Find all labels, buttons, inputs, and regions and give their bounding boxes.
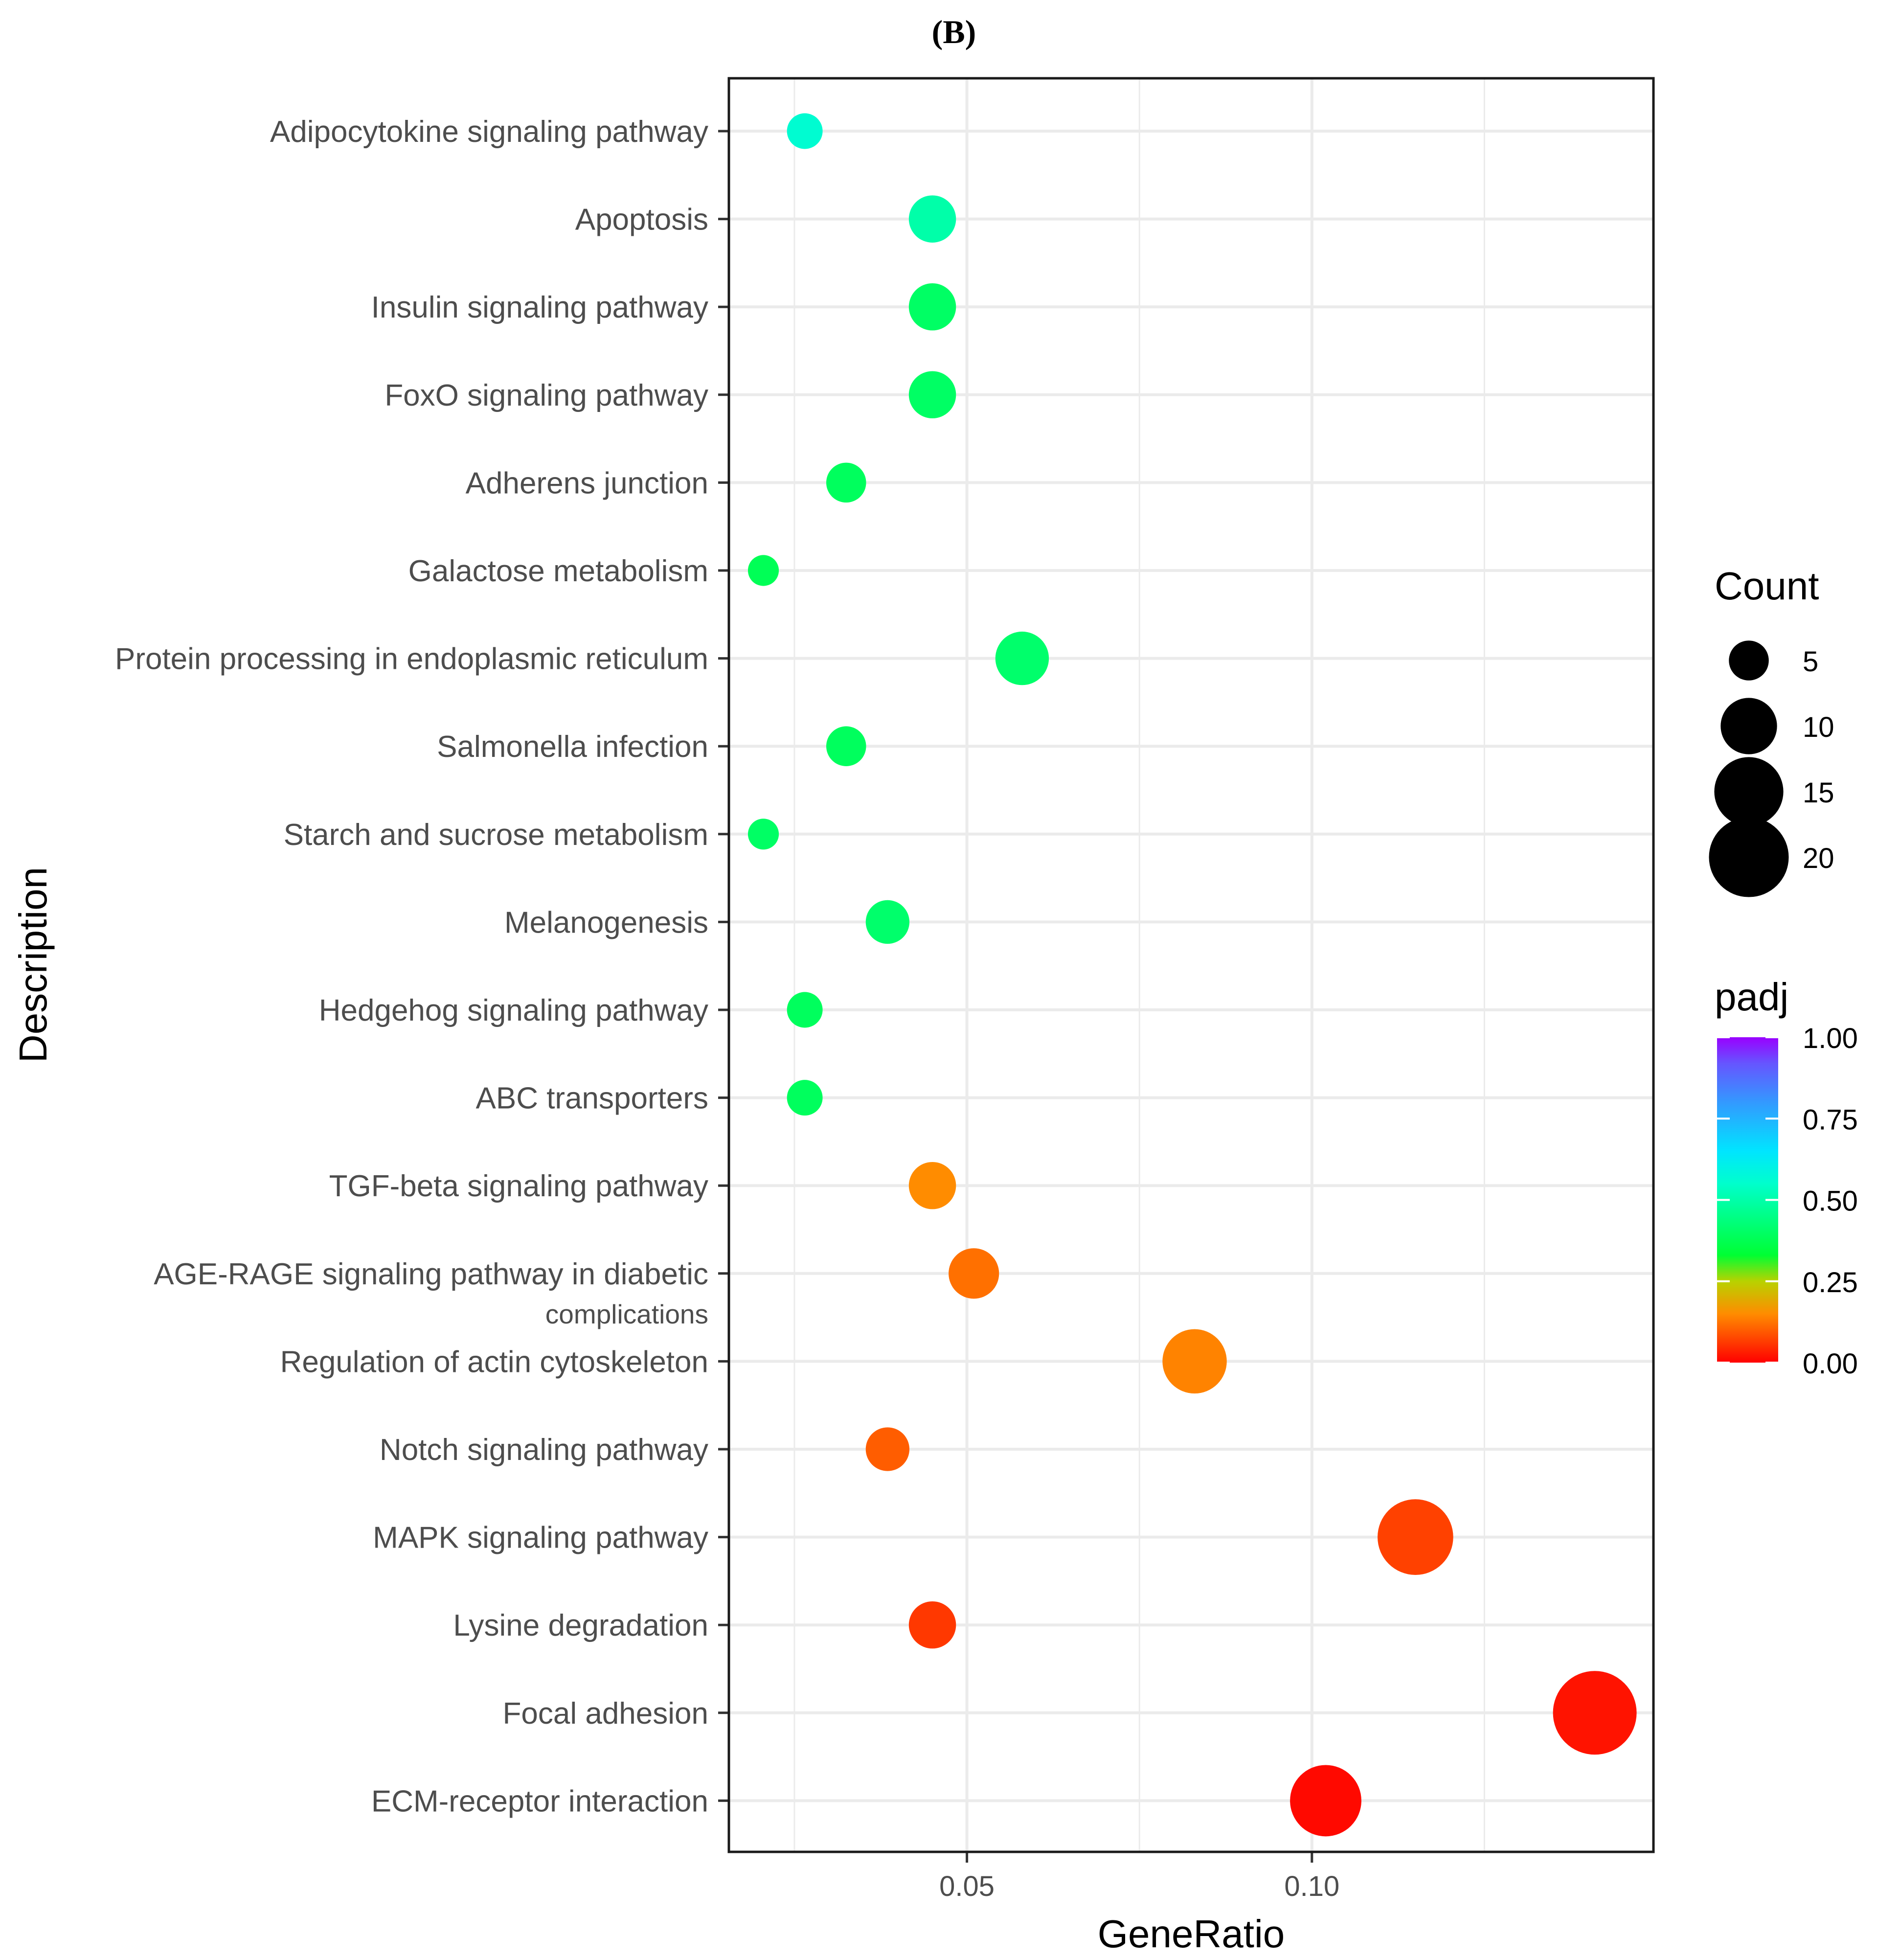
y-tick-label: ABC transporters [475,1082,708,1116]
y-tick-label-continued: complications [545,1299,708,1329]
y-tick-label: Adipocytokine signaling pathway [270,115,708,149]
data-point [908,1601,956,1649]
colorbar-tick-label: 0.00 [1803,1348,1858,1380]
y-tick-label: Apoptosis [575,203,708,237]
y-tick-label: Lysine degradation [453,1609,708,1642]
count-legend: Count 5 10 15 20 [1709,564,1834,897]
count-legend-label: 15 [1803,777,1834,809]
padj-legend-title: padj [1715,975,1788,1019]
y-tick-label: Salmonella infection [437,730,708,764]
colorbar-tick-label: 1.00 [1803,1023,1858,1054]
colorbar-tick-label: 0.75 [1803,1104,1858,1136]
data-point [865,1427,910,1471]
colorbar-tick-label: 0.50 [1803,1185,1858,1217]
y-tick-label: Hedgehog signaling pathway [319,994,708,1027]
y-tick-label: Melanogenesis [504,906,708,939]
data-point [865,900,910,944]
x-tick-label: 0.05 [939,1870,995,1902]
y-axis-ticks [718,130,729,1802]
grid-lines [729,78,1653,1852]
data-point [747,555,779,586]
count-legend-title: Count [1715,564,1819,608]
data-points [747,113,1637,1837]
data-point [1290,1765,1361,1837]
count-legend-dot [1709,817,1789,897]
y-axis-labels: Adipocytokine signaling pathway Apoptosis… [115,115,708,1818]
y-tick-label: Regulation of actin cytoskeleton [280,1345,708,1379]
data-point [787,113,823,149]
y-tick-label: Focal adhesion [503,1697,709,1731]
plot-panel-border [727,77,1655,1853]
data-point [908,283,956,331]
y-tick-label: Adherens junction [466,466,708,500]
data-point [908,1162,956,1209]
data-point [787,992,823,1028]
count-legend-label: 10 [1803,711,1834,743]
y-tick-label: ECM-receptor interaction [371,1784,708,1818]
data-point [908,371,956,419]
y-tick-label: AGE-RAGE signaling pathway in diabetic [154,1257,708,1291]
panel-label: (B) [932,13,976,50]
y-tick-label: Protein processing in endoplasmic reticu… [115,642,708,676]
data-point [826,726,866,766]
count-legend-label: 20 [1803,843,1834,874]
y-tick-label: MAPK signaling pathway [373,1521,708,1555]
data-point [826,462,866,503]
data-point [1378,1499,1453,1575]
data-point [1553,1671,1637,1755]
count-legend-label: 5 [1803,646,1818,678]
data-point [908,195,956,243]
y-tick-label: Insulin signaling pathway [371,291,708,324]
data-point [995,631,1049,685]
data-point [747,819,779,850]
count-legend-dot [1714,757,1784,826]
y-tick-label: Notch signaling pathway [380,1433,708,1467]
y-axis-title: Description [11,867,55,1063]
data-point [949,1248,999,1299]
y-tick-label: FoxO signaling pathway [384,379,708,412]
data-point [787,1080,823,1116]
data-point [1162,1329,1227,1394]
count-legend-dot [1729,640,1769,681]
x-axis-title: GeneRatio [1098,1912,1285,1956]
y-tick-label: Galactose metabolism [408,554,708,588]
padj-legend: padj 1.00 0.75 0.50 0.25 0.00 [1715,975,1858,1380]
x-axis-ticks: 0.05 0.10 [939,1852,1339,1902]
x-tick-label: 0.10 [1284,1870,1339,1902]
y-tick-label: Starch and sucrose metabolism [284,818,708,852]
colorbar-tick-label: 0.25 [1803,1267,1858,1299]
count-legend-dot [1720,698,1777,754]
y-tick-label: TGF-beta signaling pathway [329,1169,708,1203]
